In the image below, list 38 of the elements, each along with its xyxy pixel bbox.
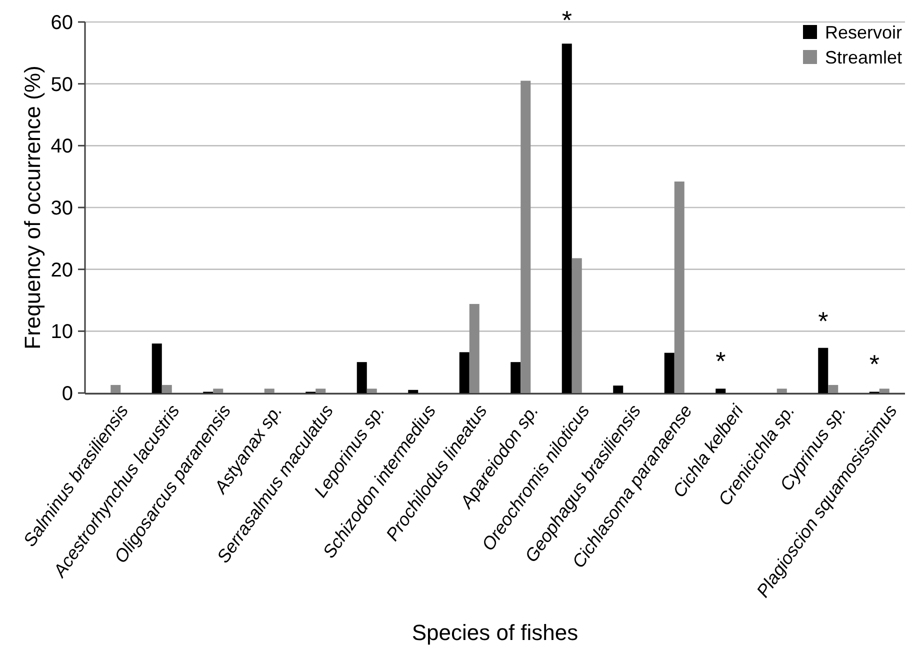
bar <box>366 388 377 393</box>
x-axis-title: Species of fishes <box>412 620 578 645</box>
bar <box>562 44 572 393</box>
bar <box>213 388 224 393</box>
annotation: * <box>716 346 726 376</box>
y-tick-label: 50 <box>50 74 73 96</box>
annotation: * <box>869 349 880 379</box>
y-tick-label: 30 <box>50 198 73 220</box>
y-axis-title: Frequency of occurrence (%) <box>20 66 45 350</box>
bar <box>264 388 274 393</box>
bar <box>356 362 367 393</box>
bar <box>510 362 521 393</box>
bar <box>162 384 172 393</box>
bar <box>459 352 470 393</box>
y-tick-label: 10 <box>50 321 73 344</box>
y-tick-label: 0 <box>62 383 73 405</box>
y-tick-label: 20 <box>50 259 73 282</box>
bar <box>572 258 582 393</box>
y-tick-label: 60 <box>50 12 73 34</box>
bar <box>613 386 624 393</box>
y-tick-label: 40 <box>50 136 73 158</box>
bar <box>674 182 684 393</box>
bar <box>818 348 828 393</box>
bar <box>520 80 531 393</box>
annotation: * <box>562 5 572 35</box>
bar <box>776 388 787 393</box>
bar <box>152 344 162 393</box>
bar <box>879 388 890 393</box>
bar <box>828 384 838 393</box>
bar <box>408 390 418 393</box>
bar <box>316 388 326 393</box>
bar <box>110 384 121 393</box>
annotation: * <box>818 306 828 336</box>
legend-label: Reservoir <box>825 22 902 42</box>
bar <box>716 388 726 393</box>
bar <box>664 352 674 393</box>
legend-label: Streamlet <box>825 47 902 68</box>
bar <box>469 304 480 393</box>
